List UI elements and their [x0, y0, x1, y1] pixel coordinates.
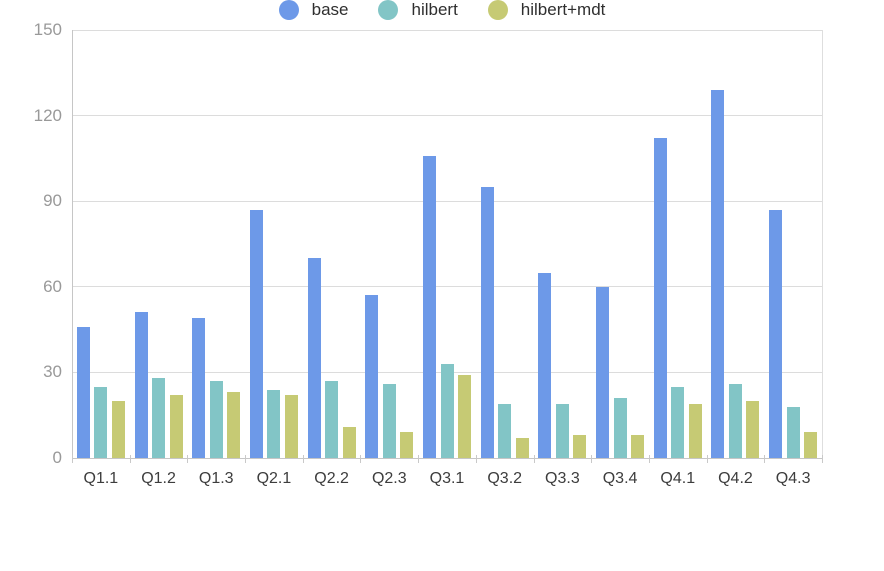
bar-hilbert+mdt-Q1.3[interactable] — [227, 392, 241, 458]
bar-hilbert-Q2.1[interactable] — [267, 389, 281, 458]
legend: base hilbert hilbert+mdt — [0, 0, 884, 20]
x-axis-tick — [591, 455, 593, 463]
bar-hilbert+mdt-Q1.2[interactable] — [169, 395, 183, 458]
bar-hilbert-Q3.1[interactable] — [440, 363, 454, 458]
x-axis-tick — [129, 455, 131, 463]
bar-base-Q1.1[interactable] — [76, 326, 90, 458]
legend-label: base — [311, 0, 349, 19]
y-axis-tick-label: 30 — [43, 362, 62, 382]
x-axis-tick — [302, 455, 304, 463]
x-axis-category-label: Q4.3 — [775, 470, 811, 487]
bar-hilbert-Q2.2[interactable] — [325, 380, 339, 458]
legend-label: hilbert+mdt — [520, 0, 606, 19]
x-axis-tick — [533, 455, 535, 463]
gridline-60 — [72, 286, 822, 288]
legend-item-hilbert+mdt[interactable]: hilbert+mdt — [487, 0, 606, 20]
y-axis-tick-label: 0 — [52, 448, 62, 467]
bar-base-Q3.3[interactable] — [538, 272, 552, 458]
y-axis-line — [72, 30, 73, 458]
bar-hilbert-Q1.2[interactable] — [152, 378, 166, 458]
x-axis-category-label: Q4.2 — [718, 470, 753, 487]
legend-item-base[interactable]: base — [278, 0, 349, 20]
x-axis-category-label: Q3.1 — [429, 470, 465, 487]
gridline-150 — [72, 29, 822, 31]
x-axis-tick — [72, 455, 73, 463]
x-axis-category-label: Q1.2 — [141, 470, 176, 487]
bar-base-Q2.3[interactable] — [365, 295, 379, 458]
x-axis-tick — [706, 455, 708, 463]
bar-hilbert+mdt-Q3.3[interactable] — [573, 435, 587, 458]
legend-item-hilbert[interactable]: hilbert — [378, 0, 458, 20]
x-axis-category-label: Q4.1 — [660, 470, 696, 487]
gridline-120 — [72, 115, 822, 117]
x-axis-tick — [475, 455, 477, 463]
bar-hilbert+mdt-Q2.2[interactable] — [342, 426, 356, 458]
bar-base-Q4.3[interactable] — [769, 209, 783, 458]
bar-hilbert+mdt-Q3.1[interactable] — [458, 375, 471, 458]
bar-hilbert-Q1.3[interactable] — [209, 380, 223, 458]
x-axis-category-label: Q1.1 — [83, 470, 119, 487]
bar-hilbert+mdt-Q4.3[interactable] — [804, 432, 818, 458]
bar-hilbert-Q4.1[interactable] — [671, 386, 685, 458]
y-axis-tick-label: 120 — [33, 105, 62, 125]
x-axis-tick — [764, 455, 766, 463]
x-axis-category-label: Q3.3 — [545, 470, 580, 487]
y-axis-tick-label: 60 — [43, 276, 62, 296]
gridline-90 — [72, 200, 822, 202]
x-axis-tick — [360, 455, 362, 463]
x-axis-category-label: Q2.2 — [314, 470, 349, 487]
bar-hilbert+mdt-Q4.2[interactable] — [746, 400, 760, 458]
bar-hilbert-Q4.3[interactable] — [786, 406, 800, 458]
bar-hilbert-Q4.2[interactable] — [728, 383, 742, 458]
legend-label: hilbert — [411, 0, 458, 19]
x-axis-category-label: Q2.1 — [256, 470, 292, 487]
x-axis-tick — [418, 455, 420, 463]
bar-base-Q4.2[interactable] — [711, 89, 725, 458]
bar-hilbert-Q3.4[interactable] — [613, 398, 627, 458]
legend-swatch-icon — [378, 0, 399, 20]
x-axis-tick — [822, 455, 823, 463]
bar-base-Q1.3[interactable] — [192, 318, 206, 458]
x-axis-category-label: Q3.4 — [602, 470, 638, 487]
bar-hilbert-Q3.2[interactable] — [498, 403, 512, 458]
bar-base-Q2.2[interactable] — [307, 258, 321, 458]
x-axis-category-label: Q3.2 — [487, 470, 523, 487]
x-axis-category-label: Q2.3 — [371, 470, 407, 487]
bar-base-Q3.1[interactable] — [423, 155, 436, 458]
bar-hilbert+mdt-Q2.3[interactable] — [400, 432, 414, 458]
y-axis-tick-label: 90 — [43, 191, 62, 211]
gridline-0 — [72, 457, 822, 459]
bar-hilbert-Q3.3[interactable] — [555, 403, 569, 458]
bar-hilbert-Q1.1[interactable] — [94, 386, 108, 458]
bar-base-Q3.4[interactable] — [596, 286, 610, 458]
plot-right-border — [822, 30, 823, 458]
x-axis-tick — [245, 455, 247, 463]
x-axis-tick — [648, 455, 650, 463]
x-axis-category-label: Q1.3 — [198, 470, 234, 487]
bar-hilbert+mdt-Q3.2[interactable] — [515, 438, 529, 458]
bar-base-Q3.2[interactable] — [480, 186, 494, 458]
legend-swatch-icon — [278, 0, 299, 20]
bar-hilbert+mdt-Q2.1[interactable] — [284, 395, 298, 458]
x-axis-tick — [187, 455, 189, 463]
legend-swatch-icon — [487, 0, 508, 20]
bar-hilbert+mdt-Q3.4[interactable] — [631, 435, 645, 458]
bar-base-Q1.2[interactable] — [134, 312, 148, 458]
bar-hilbert+mdt-Q1.1[interactable] — [111, 400, 125, 458]
y-axis-tick-label: 150 — [33, 20, 62, 39]
bar-base-Q4.1[interactable] — [653, 138, 667, 458]
bar-hilbert+mdt-Q4.1[interactable] — [688, 403, 702, 458]
bar-hilbert-Q2.3[interactable] — [382, 383, 396, 458]
bar-base-Q2.1[interactable] — [249, 209, 263, 458]
